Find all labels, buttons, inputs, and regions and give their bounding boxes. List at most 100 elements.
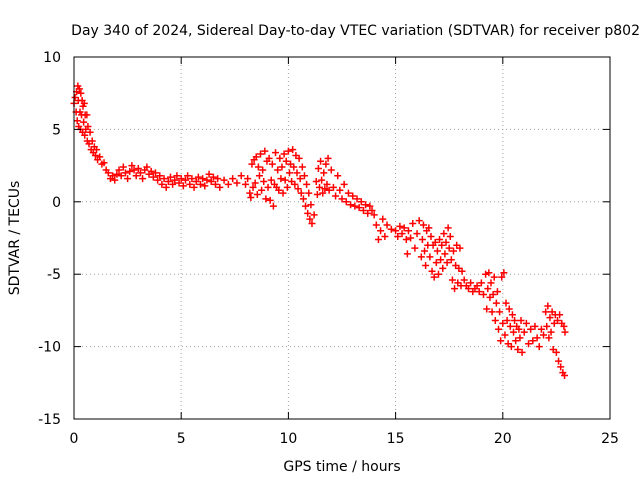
data-point (119, 163, 127, 171)
data-point (266, 196, 274, 204)
data-point (80, 99, 88, 107)
data-point (357, 198, 365, 206)
data-point (262, 195, 270, 203)
x-tick-label: 15 (387, 431, 405, 447)
data-point (508, 311, 516, 319)
data-point (425, 224, 433, 232)
data-point (342, 198, 350, 206)
data-point (432, 259, 440, 267)
data-point (413, 230, 421, 238)
data-point (351, 202, 359, 210)
data-point (561, 372, 569, 380)
data-point (220, 176, 228, 184)
data-point (205, 170, 213, 178)
data-point (212, 180, 220, 188)
data-point (446, 233, 454, 241)
data-point (433, 247, 441, 255)
data-point (111, 176, 119, 184)
chart-title: Day 340 of 2024, Sidereal Day-to-day VTE… (71, 23, 640, 39)
data-point (422, 262, 430, 270)
data-point (507, 343, 515, 351)
data-point (259, 166, 267, 174)
data-point (561, 328, 569, 336)
data-point (313, 191, 321, 199)
data-point (428, 267, 436, 275)
plot-frame (73, 56, 611, 420)
data-point (485, 269, 493, 277)
data-point (261, 147, 269, 155)
data-point (252, 153, 260, 161)
data-point (83, 111, 91, 119)
data-point (77, 89, 85, 97)
data-point (209, 173, 217, 181)
data-point (547, 328, 555, 336)
data-point (430, 273, 438, 281)
data-point (151, 169, 159, 177)
data-point (298, 163, 306, 171)
data-point (96, 153, 104, 161)
data-point (545, 334, 553, 342)
data-point (164, 178, 172, 186)
data-point (483, 305, 491, 313)
data-point (324, 154, 332, 162)
data-point (289, 146, 297, 154)
data-point (443, 259, 451, 267)
data-point (439, 264, 447, 272)
data-point (517, 317, 525, 325)
data-point (488, 308, 496, 316)
data-point (158, 180, 166, 188)
data-point (88, 137, 96, 145)
data-point (467, 279, 475, 287)
data-point (402, 235, 410, 243)
data-point (449, 247, 457, 255)
data-point (473, 282, 481, 290)
data-point (113, 170, 121, 178)
data-point (512, 337, 520, 345)
data-point (162, 183, 170, 191)
data-point (233, 179, 241, 187)
data-point (496, 308, 504, 316)
axis-ticks (73, 56, 611, 420)
data-point (349, 192, 357, 200)
data-point (535, 343, 543, 351)
data-point (126, 167, 134, 175)
data-point (323, 180, 331, 188)
data-point (394, 233, 402, 241)
data-point (334, 172, 342, 180)
y-tick-label: -10 (38, 340, 61, 356)
data-point (498, 273, 506, 281)
data-point (527, 325, 535, 333)
data-point (511, 317, 519, 325)
data-point (285, 169, 293, 177)
data-point (546, 314, 554, 322)
data-point (543, 322, 551, 330)
data-point (264, 183, 272, 191)
data-point (403, 250, 411, 258)
data-point (480, 290, 488, 298)
data-point (505, 305, 513, 313)
data-point (492, 299, 500, 307)
data-point (224, 180, 232, 188)
data-point (510, 328, 518, 336)
y-tick-label: 0 (52, 195, 61, 211)
data-point (427, 233, 435, 241)
data-point (284, 147, 292, 155)
data-point (104, 169, 112, 177)
data-point (482, 270, 490, 278)
x-tick-label: 20 (494, 431, 512, 447)
data-point (447, 256, 455, 264)
data-point (303, 180, 311, 188)
data-point (421, 247, 429, 255)
data-point (366, 202, 374, 210)
data-point (533, 334, 541, 342)
data-point (359, 206, 367, 214)
data-point (315, 183, 323, 191)
data-point (281, 176, 289, 184)
data-point (437, 256, 445, 264)
data-point (387, 225, 395, 233)
data-point (257, 150, 265, 158)
data-point (404, 227, 412, 235)
data-point (201, 182, 209, 190)
data-point (179, 182, 187, 190)
data-point (283, 183, 291, 191)
